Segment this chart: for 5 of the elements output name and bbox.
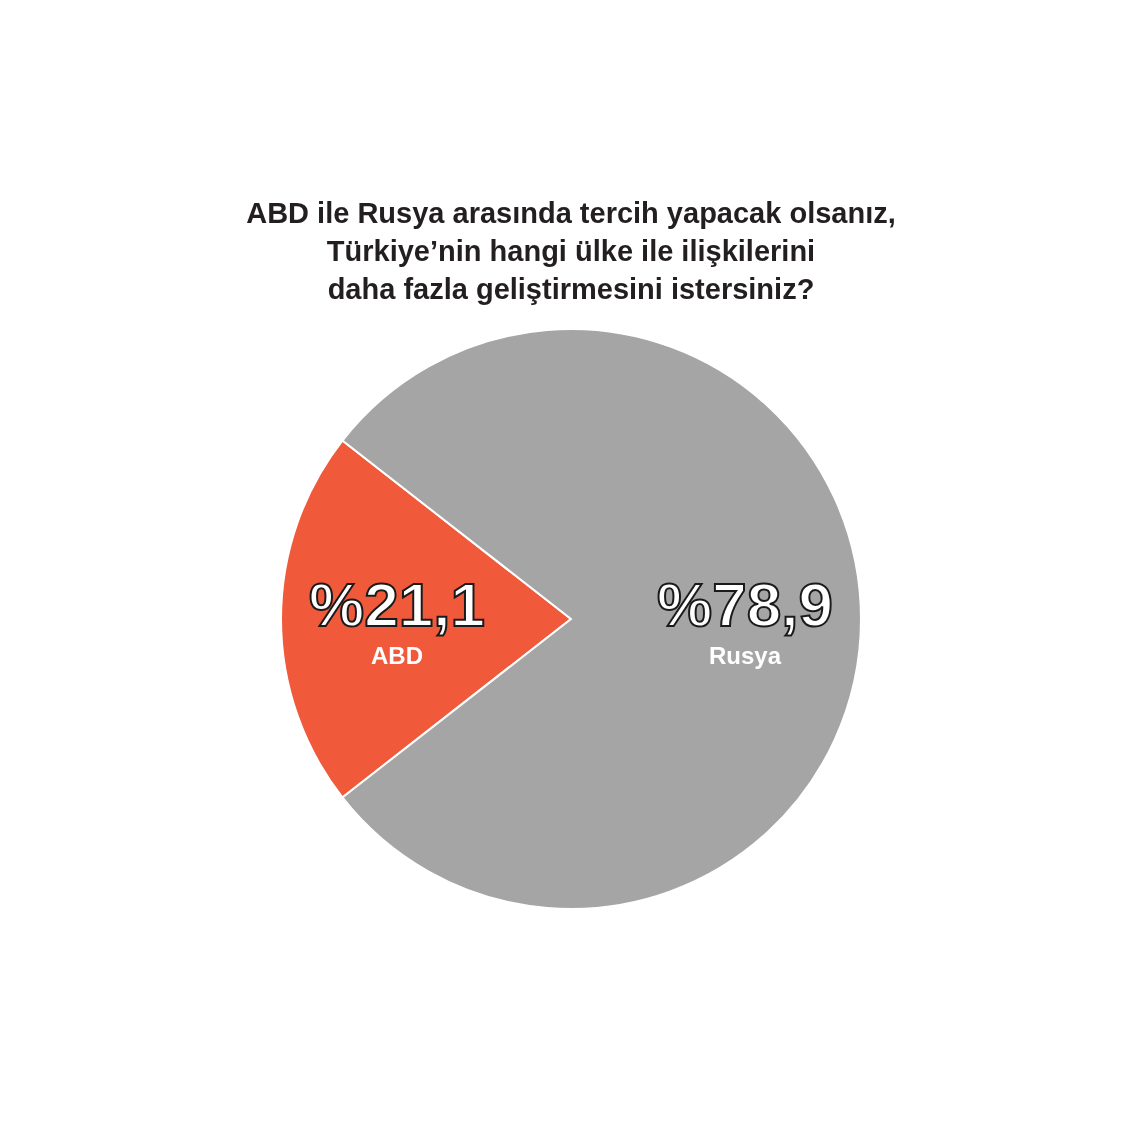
data-label: %21,1 (309, 570, 485, 639)
chart-title: ABD ile Rusya arasında tercih yapacak olsanız, Türkiye’nin hangi ülke ile ilişkilerini daha fazla geliştirmesini istersiniz? (246, 197, 896, 305)
slice-label: Rusya (708, 642, 782, 669)
data-label: %78,9 (657, 570, 833, 639)
slice-label: ABD (371, 642, 423, 669)
